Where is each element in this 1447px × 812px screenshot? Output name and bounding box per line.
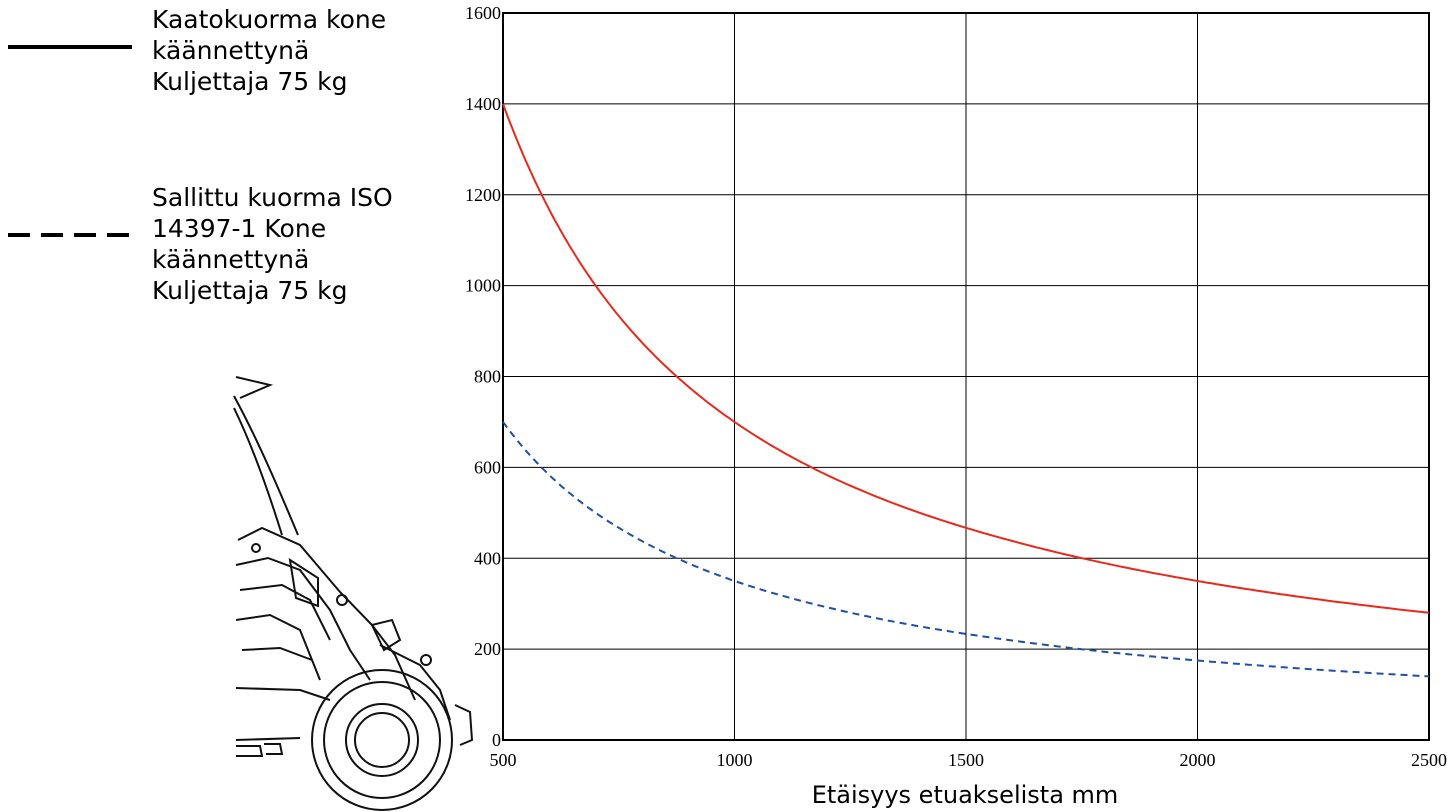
legend-dashed-line-icon xyxy=(8,233,132,237)
y-tick-label: 800 xyxy=(474,367,501,387)
y-tick-label: 1600 xyxy=(465,3,501,23)
y-tick-label: 0 xyxy=(492,730,501,750)
legend-item-allowed-load: Sallittu kuorma ISO 14397-1 Kone käännet… xyxy=(152,183,393,305)
y-tick-label: 1400 xyxy=(465,94,501,114)
x-axis-label: Etäisyys etuakselista mm xyxy=(812,781,1119,809)
x-tick-label: 2500 xyxy=(1411,750,1447,770)
y-tick-label: 200 xyxy=(474,639,501,659)
y-tick-label: 600 xyxy=(474,457,501,477)
x-tick-label: 1500 xyxy=(948,750,984,770)
y-tick-label: 400 xyxy=(474,548,501,568)
legend-item-tipping-load: Kaatokuorma kone käännettynä Kuljettaja … xyxy=(152,5,387,96)
y-tick-label: 1000 xyxy=(465,276,501,296)
series-line-1 xyxy=(502,103,1430,614)
machine-illustration xyxy=(233,376,474,811)
series-line-2 xyxy=(502,421,1430,678)
x-tick-label: 2000 xyxy=(1180,750,1216,770)
legend-solid-line-icon xyxy=(8,45,132,49)
y-tick-label: 1200 xyxy=(465,185,501,205)
x-tick-label: 500 xyxy=(490,750,517,770)
x-tick-label: 1000 xyxy=(717,750,753,770)
